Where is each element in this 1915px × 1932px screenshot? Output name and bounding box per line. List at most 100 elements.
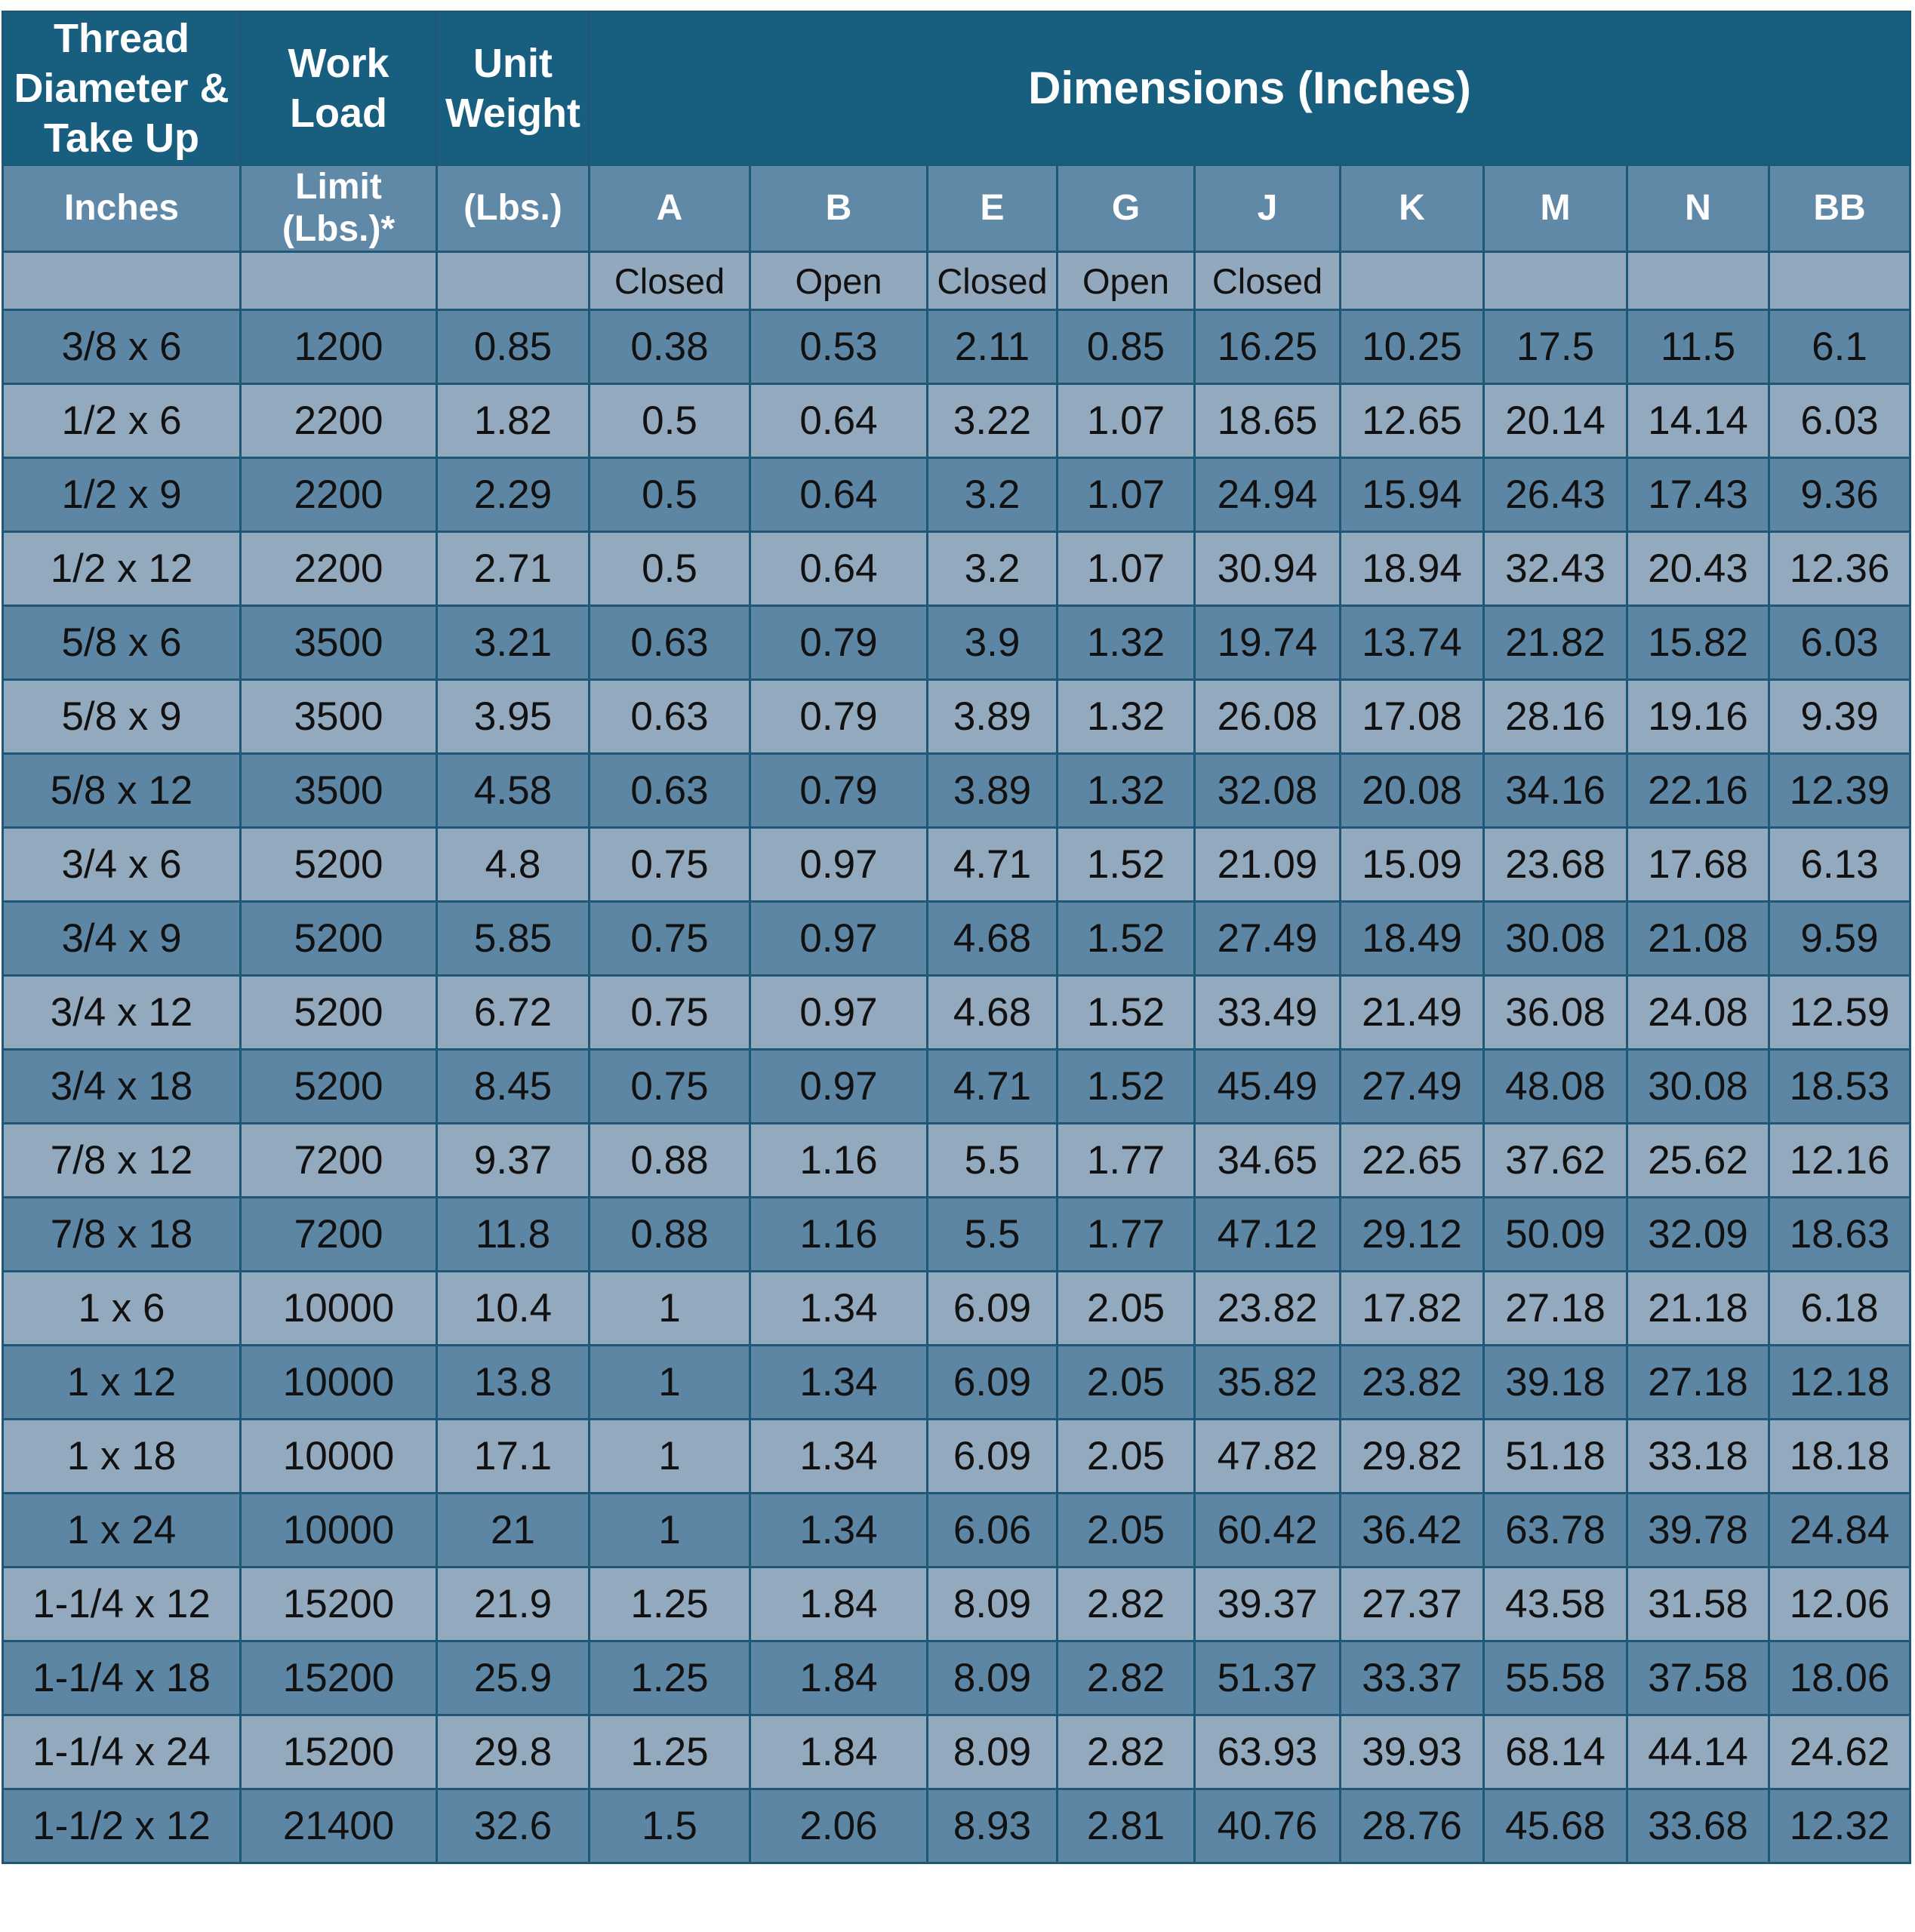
lbs-header: (Lbs.) <box>436 164 590 253</box>
table-cell: 29.8 <box>436 1714 590 1790</box>
table-cell: 18.18 <box>1767 1418 1912 1494</box>
table-cell: 8.09 <box>926 1566 1058 1642</box>
table-cell: 0.5 <box>588 531 751 607</box>
table-cell: 20.14 <box>1482 383 1628 459</box>
table-cell: 0.63 <box>588 678 751 755</box>
table-row: 1/2 x 6 2200 1.82 0.5 0.64 3.22 1.07 18.65 12.65… <box>2 383 1912 459</box>
table-cell: 1.34 <box>749 1344 928 1420</box>
table-row: 1/2 x 9 2200 2.29 0.5 0.64 3.2 1.07 24.94 15.94 2… <box>2 457 1912 533</box>
table-cell: 4.68 <box>926 900 1058 977</box>
table-cell: 0.5 <box>588 383 751 459</box>
table-cell: 5200 <box>239 974 438 1051</box>
table-cell: 3/8 x 6 <box>2 309 242 385</box>
table-cell: 3.89 <box>926 752 1058 829</box>
table-cell: 1 x 18 <box>2 1418 242 1494</box>
state-cell <box>436 251 590 311</box>
title-header-row: Thread Diameter & Take Up Work Load Unit Wei… <box>2 11 1912 166</box>
table-cell: 19.74 <box>1193 605 1341 681</box>
table-cell: 17.08 <box>1339 678 1485 755</box>
table-cell: 51.18 <box>1482 1418 1628 1494</box>
thread-diameter-header: Thread Diameter & Take Up <box>2 11 242 166</box>
table-row: 7/8 x 12 7200 9.37 0.88 1.16 5.5 1.77 34.65 22.6… <box>2 1122 1912 1198</box>
table-cell: 6.09 <box>926 1344 1058 1420</box>
table-cell: 6.72 <box>436 974 590 1051</box>
table-cell: 2.82 <box>1056 1714 1196 1790</box>
table-cell: 39.78 <box>1626 1492 1770 1568</box>
table-cell: 6.18 <box>1767 1270 1912 1346</box>
table-cell: 4.8 <box>436 826 590 903</box>
table-cell: 1.77 <box>1056 1196 1196 1272</box>
table-cell: 0.79 <box>749 605 928 681</box>
table-cell: 2200 <box>239 457 438 533</box>
table-cell: 18.63 <box>1767 1196 1912 1272</box>
table-cell: 0.85 <box>436 309 590 385</box>
table-cell: 43.58 <box>1482 1566 1628 1642</box>
table-cell: 34.16 <box>1482 752 1628 829</box>
table-cell: 2.82 <box>1056 1566 1196 1642</box>
table-cell: 0.79 <box>749 752 928 829</box>
table-row: 1/2 x 12 2200 2.71 0.5 0.64 3.2 1.07 30.94 18.94… <box>2 531 1912 607</box>
table-row: 1 x 18 10000 17.1 1 1.34 6.09 2.05 47.82 29.82 51… <box>2 1418 1912 1494</box>
dimension-bb-header: BB <box>1767 164 1912 253</box>
table-cell: 6.13 <box>1767 826 1912 903</box>
table-cell: 1 x 24 <box>2 1492 242 1568</box>
table-cell: 17.68 <box>1626 826 1770 903</box>
table-cell: 1.16 <box>749 1196 928 1272</box>
table-cell: 7/8 x 12 <box>2 1122 242 1198</box>
table-cell: 32.08 <box>1193 752 1341 829</box>
table-cell: 15200 <box>239 1566 438 1642</box>
table-cell: 0.88 <box>588 1122 751 1198</box>
table-cell: 3.95 <box>436 678 590 755</box>
unit-weight-header: Unit Weight <box>436 11 590 166</box>
table-cell: 1-1/4 x 24 <box>2 1714 242 1790</box>
table-cell: 27.49 <box>1193 900 1341 977</box>
table-cell: 0.64 <box>749 531 928 607</box>
table-cell: 12.32 <box>1767 1788 1912 1864</box>
table-cell: 21.09 <box>1193 826 1341 903</box>
inches-header: Inches <box>2 164 242 253</box>
table-cell: 5/8 x 9 <box>2 678 242 755</box>
table-row: 1-1/4 x 12 15200 21.9 1.25 1.84 8.09 2.82 39.37… <box>2 1566 1912 1642</box>
table-cell: 20.43 <box>1626 531 1770 607</box>
table-cell: 26.43 <box>1482 457 1628 533</box>
table-cell: 1.34 <box>749 1418 928 1494</box>
table-cell: 1.07 <box>1056 383 1196 459</box>
table-row: 3/4 x 6 5200 4.8 0.75 0.97 4.71 1.52 21.09 15.09… <box>2 826 1912 903</box>
table-cell: 0.63 <box>588 605 751 681</box>
table-cell: 24.08 <box>1626 974 1770 1051</box>
table-cell: 4.71 <box>926 1048 1058 1124</box>
table-cell: 1 <box>588 1418 751 1494</box>
table-body: Closed Open Closed Open Closed 3/8 x 6 12… <box>2 251 1912 1864</box>
table-cell: 18.06 <box>1767 1640 1912 1716</box>
table-cell: 0.75 <box>588 900 751 977</box>
table-cell: 8.09 <box>926 1714 1058 1790</box>
table-cell: 36.08 <box>1482 974 1628 1051</box>
table-cell: 37.62 <box>1482 1122 1628 1198</box>
table-cell: 9.37 <box>436 1122 590 1198</box>
table-cell: 6.06 <box>926 1492 1058 1568</box>
table-cell: 22.65 <box>1339 1122 1485 1198</box>
table-cell: 1-1/2 x 12 <box>2 1788 242 1864</box>
table-cell: 22.16 <box>1626 752 1770 829</box>
table-cell: 1.82 <box>436 383 590 459</box>
table-cell: 1.52 <box>1056 900 1196 977</box>
table-cell: 18.94 <box>1339 531 1485 607</box>
table-cell: 15.82 <box>1626 605 1770 681</box>
table-cell: 12.65 <box>1339 383 1485 459</box>
table-cell: 0.38 <box>588 309 751 385</box>
table-cell: 15200 <box>239 1640 438 1716</box>
table-cell: 1 <box>588 1492 751 1568</box>
state-cell <box>1482 251 1628 311</box>
table-cell: 2.71 <box>436 531 590 607</box>
table-cell: 6.09 <box>926 1270 1058 1346</box>
table-cell: 63.78 <box>1482 1492 1628 1568</box>
table-cell: 17.1 <box>436 1418 590 1494</box>
table-cell: 11.8 <box>436 1196 590 1272</box>
table-row: 3/4 x 9 5200 5.85 0.75 0.97 4.68 1.52 27.49 18.4… <box>2 900 1912 977</box>
table-cell: 1-1/4 x 18 <box>2 1640 242 1716</box>
table-cell: 21400 <box>239 1788 438 1864</box>
table-cell: 44.14 <box>1626 1714 1770 1790</box>
table-cell: 0.75 <box>588 826 751 903</box>
table-cell: 2.11 <box>926 309 1058 385</box>
table-cell: 3/4 x 9 <box>2 900 242 977</box>
